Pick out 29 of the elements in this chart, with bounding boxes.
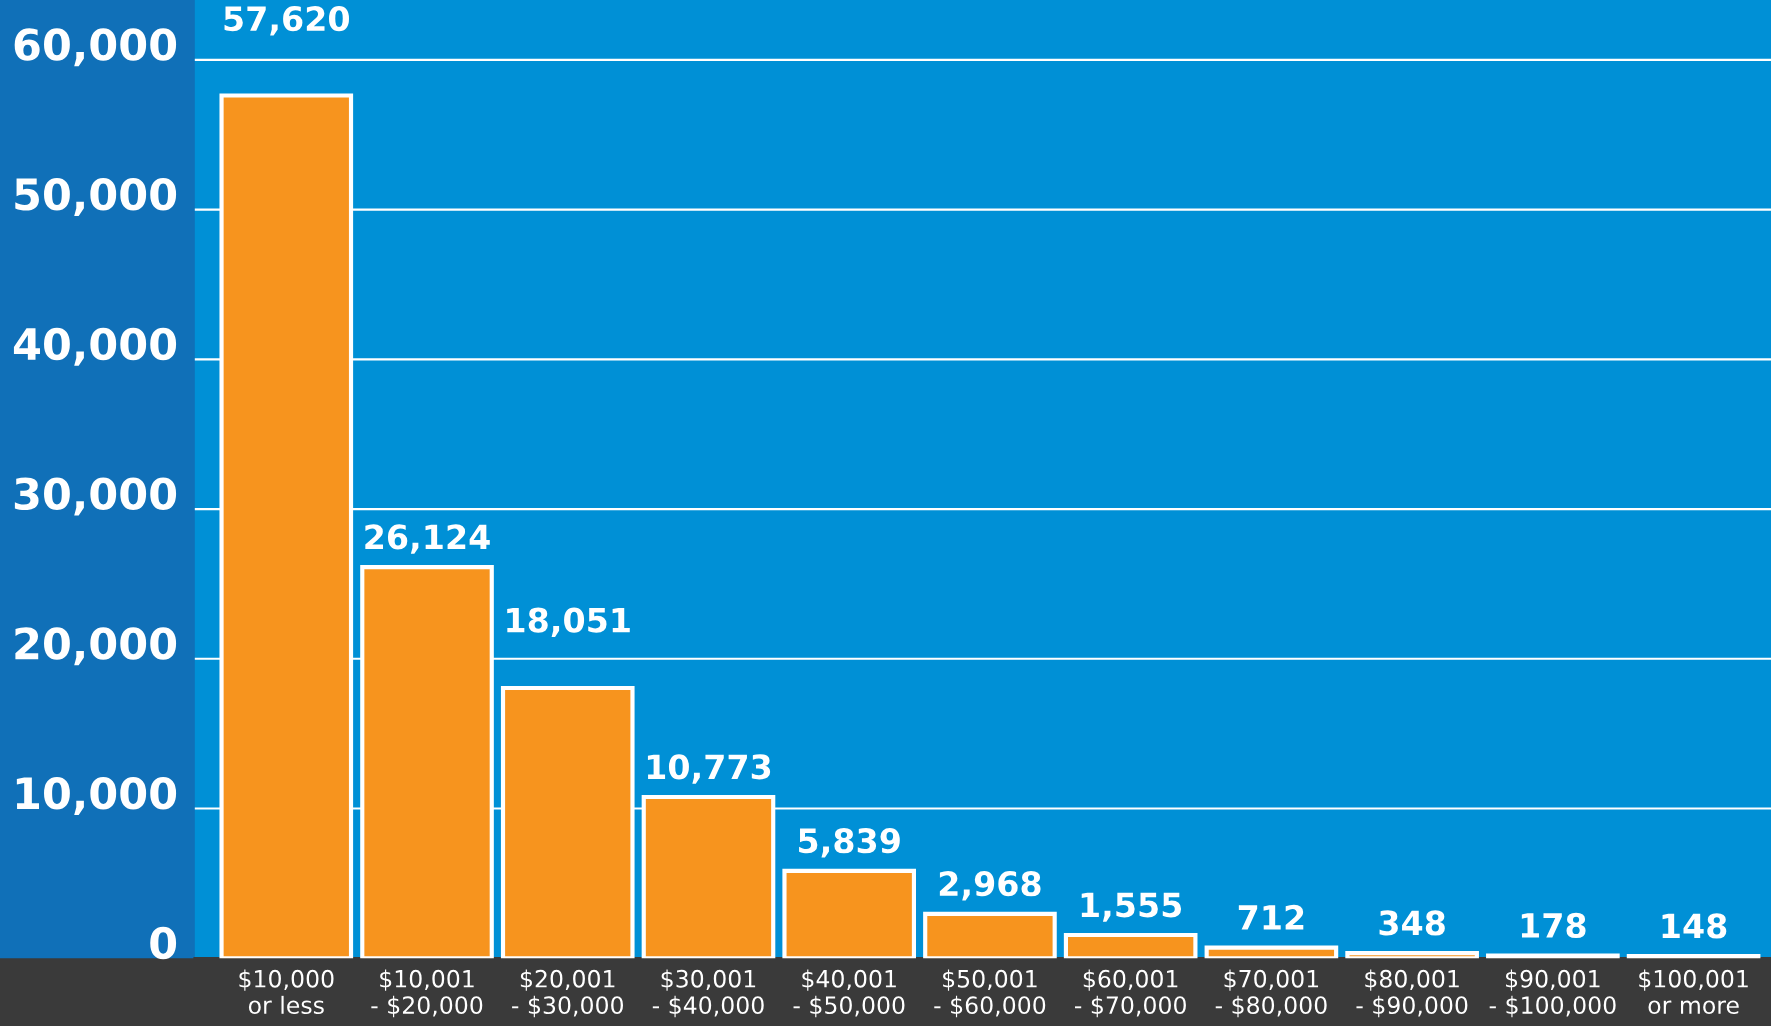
data-label: 148 — [1662, 913, 1727, 939]
y-tick-label: 40,000 — [13, 327, 177, 366]
y-tick-label: 50,000 — [15, 178, 177, 217]
x-tick-label: $80,001 - $90,000 — [1356, 969, 1468, 1018]
data-label: 2,968 — [939, 871, 1041, 901]
data-label: 18,051 — [507, 607, 630, 637]
x-tick-label: $70,001 - $80,000 — [1215, 969, 1327, 1018]
x-tick-label: $30,001 - $40,000 — [652, 969, 764, 1018]
y-tick-label: 0 — [150, 926, 177, 960]
data-label: 57,620 — [224, 6, 350, 36]
y-tick-label: 10,000 — [16, 776, 177, 816]
x-tick-label: $20,001 - $30,000 — [512, 969, 624, 1018]
data-label: 348 — [1379, 910, 1445, 936]
data-label: 26,124 — [365, 524, 490, 554]
x-tick-label: $100,001 or more — [1639, 969, 1748, 1015]
data-label: 10,773 — [647, 754, 771, 784]
x-tick-label: $50,001 - $60,000 — [934, 969, 1046, 1018]
data-label: 712 — [1238, 904, 1304, 930]
data-label: 178 — [1521, 912, 1586, 939]
x-tick-label: $90,001 - $100,000 — [1489, 969, 1616, 1018]
x-tick-label: $10,001 - $20,000 — [371, 969, 483, 1018]
x-tick-label: $10,000 or less — [239, 969, 334, 1015]
y-tick-label: 60,000 — [14, 28, 177, 67]
y-tick-label: 20,000 — [15, 627, 177, 666]
data-label: 1,555 — [1081, 892, 1182, 922]
data-label: 5,839 — [799, 828, 900, 858]
x-tick-label: $60,001 - $70,000 — [1075, 969, 1186, 1018]
y-tick-label: 30,000 — [14, 477, 177, 516]
x-tick-label: $40,001 - $50,000 — [793, 969, 905, 1018]
